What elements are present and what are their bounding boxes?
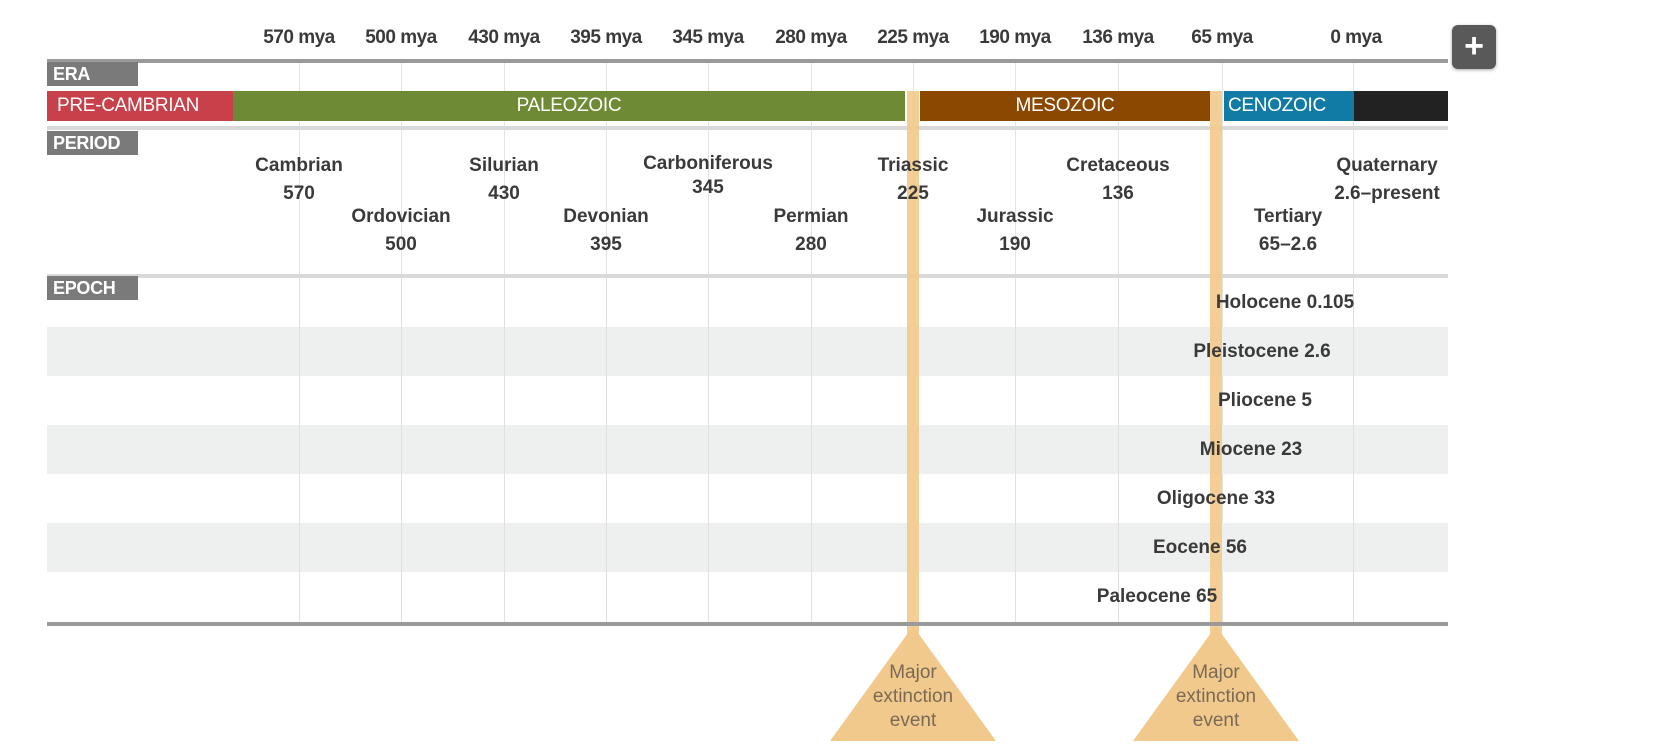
era-present-segment	[1354, 91, 1448, 121]
extinction-label-line: event	[889, 710, 937, 731]
mya-label: 430 mya	[468, 27, 540, 48]
period-cambrian[interactable]: Cambrian 570	[255, 152, 343, 208]
extinction-label-line: extinction	[1175, 686, 1257, 707]
period-start: 570	[283, 183, 315, 204]
period-jurassic[interactable]: Jurassic 190	[976, 203, 1053, 259]
epoch-oligocene[interactable]: Oligocene 33	[1156, 488, 1276, 509]
period-name: Cretaceous	[1066, 155, 1170, 176]
era-period-divider	[47, 126, 1448, 130]
grid-line	[708, 278, 709, 622]
mya-label: 136 mya	[1082, 27, 1154, 48]
period-name: Silurian	[469, 155, 539, 176]
period-tertiary[interactable]: Tertiary 65–2.6	[1254, 203, 1322, 259]
period-section-label: PERIOD	[47, 131, 138, 155]
epoch-miocene[interactable]: Miocene 23	[1199, 439, 1303, 460]
period-start: 345	[692, 177, 724, 198]
grid-line	[1353, 278, 1354, 622]
period-name: Triassic	[877, 155, 949, 176]
period-name: Quaternary	[1336, 155, 1438, 176]
period-start: 500	[385, 234, 417, 255]
period-ordovician[interactable]: Ordovician 500	[351, 203, 450, 259]
grid-line	[401, 278, 402, 622]
period-start: 2.6–present	[1334, 183, 1440, 204]
mya-label: 345 mya	[672, 27, 744, 48]
grid-line	[299, 278, 300, 622]
mya-label: 500 mya	[365, 27, 437, 48]
era-cenozoic[interactable]: CENOZOIC	[1224, 91, 1354, 121]
extinction-label-line: event	[1192, 710, 1240, 731]
mya-label: 65 mya	[1191, 27, 1253, 48]
period-name: Devonian	[563, 206, 649, 227]
era-section-label: ERA	[47, 62, 138, 86]
bottom-border-line	[47, 622, 1448, 626]
period-name: Tertiary	[1253, 206, 1323, 227]
period-start: 280	[795, 234, 827, 255]
extinction-marker	[830, 626, 996, 741]
mya-label: 395 mya	[570, 27, 642, 48]
grid-line	[606, 278, 607, 622]
extinction-label: Major extinction event	[853, 661, 973, 733]
period-devonian[interactable]: Devonian 395	[563, 203, 649, 259]
extinction-label-line: Major	[1192, 662, 1240, 683]
epoch-row	[47, 572, 1448, 621]
epoch-paleocene[interactable]: Paleocene 65	[1096, 586, 1218, 607]
period-name: Carboniferous	[643, 153, 773, 174]
plus-icon: +	[1464, 27, 1484, 65]
epoch-pliocene[interactable]: Pliocene 5	[1218, 390, 1312, 411]
mya-label: 0 mya	[1330, 27, 1382, 48]
era-mesozoic[interactable]: MESOZOIC	[920, 91, 1210, 121]
mya-label: 570 mya	[263, 27, 335, 48]
grid-line	[1118, 278, 1119, 622]
period-name: Jurassic	[976, 206, 1054, 227]
grid-line	[504, 278, 505, 622]
period-name: Ordovician	[351, 206, 451, 227]
period-carboniferous[interactable]: Carboniferous 345	[643, 152, 773, 200]
period-cretaceous[interactable]: Cretaceous 136	[1066, 152, 1170, 208]
epoch-pleistocene[interactable]: Pleistocene 2.6	[1193, 341, 1331, 362]
top-border-line	[47, 59, 1448, 63]
period-permian[interactable]: Permian 280	[774, 203, 849, 259]
mya-label: 190 mya	[979, 27, 1051, 48]
period-name: Cambrian	[255, 155, 343, 176]
extinction-line	[907, 91, 919, 634]
period-silurian[interactable]: Silurian 430	[469, 152, 539, 208]
epoch-holocene[interactable]: Holocene 0.105	[1215, 292, 1355, 313]
mya-label: 225 mya	[877, 27, 949, 48]
period-triassic[interactable]: Triassic 225	[878, 152, 949, 208]
mya-label: 280 mya	[775, 27, 847, 48]
era-precambrian[interactable]: PRE-CAMBRIAN	[47, 91, 233, 121]
expand-button[interactable]: +	[1452, 25, 1496, 69]
extinction-label-line: extinction	[872, 686, 954, 707]
period-name: Permian	[773, 206, 849, 227]
period-quaternary[interactable]: Quaternary 2.6–present	[1334, 152, 1440, 208]
period-epoch-divider	[47, 274, 1448, 278]
period-start: 430	[488, 183, 520, 204]
period-start: 190	[999, 234, 1031, 255]
extinction-line	[1210, 91, 1222, 634]
grid-line	[811, 278, 812, 622]
extinction-label-line: Major	[889, 662, 937, 683]
era-paleozoic[interactable]: PALEOZOIC	[233, 91, 905, 121]
extinction-marker	[1133, 626, 1299, 741]
period-start: 136	[1102, 183, 1134, 204]
period-start: 65–2.6	[1258, 234, 1318, 255]
epoch-section-label: EPOCH	[47, 276, 138, 300]
epoch-eocene[interactable]: Eocene 56	[1153, 537, 1247, 558]
extinction-label: Major extinction event	[1156, 661, 1276, 733]
grid-line	[1015, 278, 1016, 622]
period-start: 395	[590, 234, 622, 255]
period-start: 225	[897, 183, 929, 204]
